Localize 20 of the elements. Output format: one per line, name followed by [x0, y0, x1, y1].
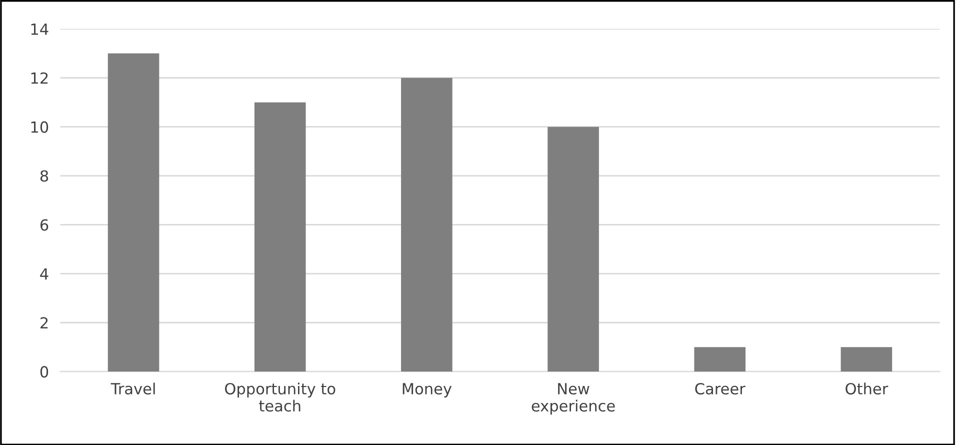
y-tick-label: 6 — [40, 219, 48, 231]
x-tick-label: Career — [695, 382, 746, 395]
y-tick-label: 4 — [40, 268, 48, 280]
y-tick-label: 10 — [31, 121, 48, 133]
bar — [548, 126, 599, 372]
x-tick-label: Opportunity to teach — [225, 382, 336, 412]
y-tick-label: 2 — [40, 317, 48, 328]
x-tick-label: New experience — [532, 383, 615, 415]
y-tick-label: 0 — [40, 366, 48, 378]
y-tick-label: 14 — [31, 24, 48, 35]
bar — [694, 347, 746, 372]
x-tick-label: Other — [846, 382, 888, 395]
x-tick-label: Money — [402, 383, 452, 398]
x-tick-label: Travel — [110, 382, 155, 395]
y-tick-label: 12 — [31, 72, 48, 84]
bar — [401, 78, 452, 372]
bar — [840, 347, 892, 372]
bar — [108, 53, 160, 372]
bar — [254, 102, 306, 372]
y-tick-label: 8 — [40, 170, 48, 182]
